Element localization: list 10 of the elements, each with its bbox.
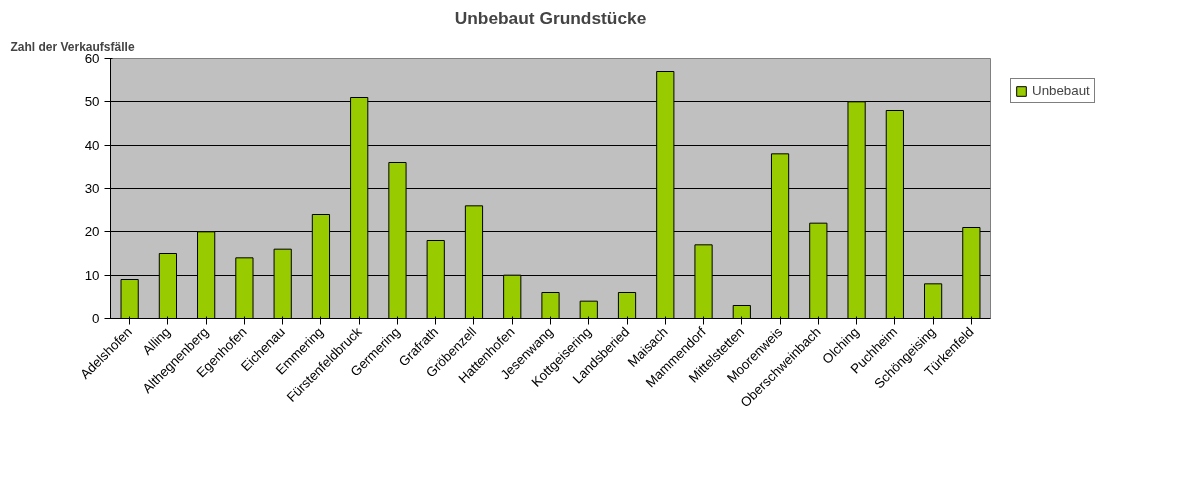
y-tick-label: 30 [84,181,100,196]
legend-label: Unbebaut [1032,83,1090,98]
y-tick-label: 10 [84,267,100,283]
chart-title: Unbebaut Grundstücke [454,7,647,28]
y-tick-label: 0 [92,311,100,326]
y-axis-title: Zahl der Verkaufsfälle [10,39,135,54]
y-tick-label: 60 [84,51,100,66]
y-tick-label: 20 [84,224,100,240]
y-tick-label: 40 [84,137,100,153]
y-tick-label: 50 [84,94,100,110]
